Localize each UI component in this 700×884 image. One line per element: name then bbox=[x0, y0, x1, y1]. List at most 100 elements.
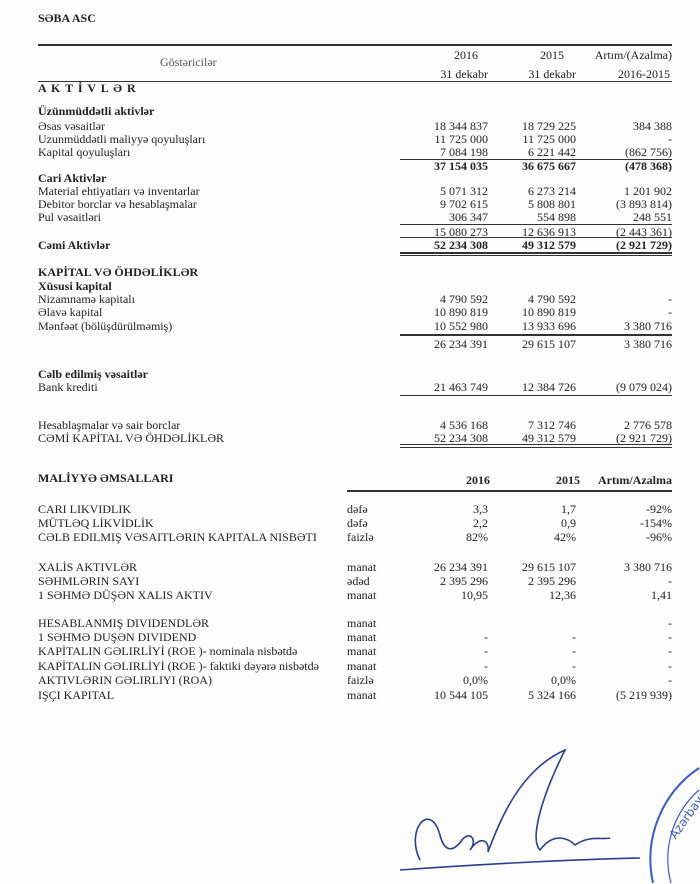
value-2015: 11 725 000 bbox=[522, 132, 576, 146]
value-2015: 12 384 726 bbox=[522, 380, 576, 394]
ratio-label: IŞÇI KAPITAL bbox=[38, 688, 115, 702]
value-2015: 554 898 bbox=[537, 210, 576, 224]
ratios-header-2015: 2015 bbox=[556, 473, 580, 487]
ratio-unit: dəfə bbox=[347, 502, 368, 516]
ratio-2016: - bbox=[484, 644, 488, 658]
value-2015: 4 790 592 bbox=[528, 292, 576, 306]
value-2016: 7 084 198 bbox=[440, 145, 488, 159]
value-2016: 10 552 980 bbox=[434, 319, 488, 333]
value-change: - bbox=[668, 292, 672, 306]
total-rule bbox=[400, 395, 672, 396]
header-change: Artım/(Azalma) bbox=[594, 48, 672, 62]
row-label: CƏMİ KAPİTAL VƏ ÖHDƏLİKLƏR bbox=[38, 431, 225, 445]
value-2016: 52 234 308 bbox=[434, 238, 488, 252]
ratio-2016: 0,0% bbox=[463, 673, 488, 687]
ratio-unit: manat bbox=[347, 644, 377, 658]
ratio-2015: 5 324 166 bbox=[528, 688, 576, 702]
ratio-2015: 42% bbox=[554, 530, 576, 544]
row-label: Üzünmüddətli aktivlər bbox=[38, 104, 155, 118]
value-2016: 9 702 615 bbox=[440, 197, 488, 211]
total-rule bbox=[400, 252, 672, 254]
ratio-label: AKTIVLƏRIN GƏLIRLIYI (ROA) bbox=[38, 673, 212, 687]
value-2016: 4 536 168 bbox=[440, 418, 488, 432]
value-2016: 21 463 749 bbox=[434, 380, 488, 394]
row-label: Cəlb edilmiş vəsaitlər bbox=[38, 367, 148, 381]
ratio-unit: manat bbox=[347, 630, 377, 644]
ratio-change: - bbox=[668, 630, 672, 644]
value-change: 3 380 716 bbox=[624, 319, 672, 333]
ratio-change: -154% bbox=[640, 516, 672, 530]
ratio-unit: manat bbox=[347, 588, 377, 602]
row-label: Hesablaşmalar və sair borclar bbox=[38, 418, 181, 432]
ratio-unit: ədəd bbox=[347, 574, 370, 588]
ratio-label: KAPİTALIN GƏLIRLİYİ (ROE )- faktiki dəyə… bbox=[38, 659, 319, 673]
top-rule bbox=[38, 44, 672, 46]
total-rule bbox=[400, 444, 672, 445]
value-change: - bbox=[668, 132, 672, 146]
ratio-2015: 2 395 296 bbox=[528, 574, 576, 588]
value-2015: 6 221 442 bbox=[528, 145, 576, 159]
value-change: 384 388 bbox=[633, 119, 672, 133]
value-2016: 26 234 391 bbox=[434, 337, 488, 351]
ratio-2016: - bbox=[484, 630, 488, 644]
value-change: (478 368) bbox=[625, 159, 672, 173]
ratios-header-2016: 2016 bbox=[466, 473, 490, 487]
total-rule bbox=[400, 237, 672, 238]
ratio-change: -96% bbox=[646, 530, 672, 544]
row-label: Əlavə kapital bbox=[38, 305, 103, 319]
ratio-2016: 3,3 bbox=[473, 502, 488, 516]
ratio-2015: 12,36 bbox=[549, 588, 576, 602]
ratios-rule bbox=[347, 490, 672, 492]
header-period: 2016-2015 bbox=[618, 67, 670, 81]
header-2015-date: 31 dekabr bbox=[528, 67, 576, 81]
ratio-unit: manat bbox=[347, 688, 377, 702]
ratios-title: MALİYYƏ ƏMSALLARI bbox=[38, 471, 174, 485]
ratio-unit: manat bbox=[347, 659, 377, 673]
row-label: Nizamnamə kapitalı bbox=[38, 292, 135, 306]
value-change: 1 201 902 bbox=[624, 184, 672, 198]
company-name: SƏBA ASC bbox=[38, 11, 96, 25]
header-rule bbox=[38, 81, 672, 82]
row-label: Cari Aktivlər bbox=[38, 171, 107, 185]
value-2015: 29 615 107 bbox=[522, 337, 576, 351]
ratio-unit: manat bbox=[347, 616, 377, 630]
ratio-change: (5 219 939) bbox=[616, 688, 672, 702]
ratio-2015: 1,7 bbox=[561, 502, 576, 516]
value-2015: 13 933 696 bbox=[522, 319, 576, 333]
ratio-2016: 10,95 bbox=[461, 588, 488, 602]
value-2016: 15 080 273 bbox=[434, 225, 488, 239]
signature bbox=[399, 748, 641, 871]
stamp-inner-ring bbox=[667, 789, 700, 884]
total-rule bbox=[400, 255, 672, 256]
ratio-2016: - bbox=[484, 659, 488, 673]
ratio-change: 1,41 bbox=[651, 588, 672, 602]
row-label: KAPİTAL VƏ ÖHDƏLİKLƏR bbox=[38, 265, 199, 279]
value-change: 2 776 578 bbox=[624, 418, 672, 432]
value-2015: 12 636 913 bbox=[522, 225, 576, 239]
row-label: A K T İ V L Ə R bbox=[38, 81, 137, 95]
row-label: Bank krediti bbox=[38, 380, 98, 394]
ratio-2015: 29 615 107 bbox=[522, 560, 576, 574]
ratios-header-change: Artım/Azalma bbox=[598, 473, 672, 487]
ratio-change: - bbox=[668, 659, 672, 673]
ratio-change: - bbox=[668, 673, 672, 687]
stamp bbox=[649, 767, 700, 884]
value-change: (2 443 361) bbox=[616, 225, 672, 239]
value-2015: 10 890 819 bbox=[522, 305, 576, 319]
row-label: Debitor borclar və hesablaşmalar bbox=[38, 197, 197, 211]
value-2015: 5 808 801 bbox=[528, 197, 576, 211]
ratio-label: 1 SƏHMƏ DÜŞƏN XALIS AKTIV bbox=[38, 588, 213, 602]
header-2015: 2015 bbox=[540, 48, 564, 62]
total-rule bbox=[400, 334, 672, 336]
ratio-label: SƏHMLƏRIN SAYI bbox=[38, 574, 140, 588]
value-2016: 4 790 592 bbox=[440, 292, 488, 306]
ratio-2016: 10 544 105 bbox=[434, 688, 488, 702]
row-label: Pul vəsaitləri bbox=[38, 210, 101, 224]
ratio-2015: - bbox=[572, 644, 576, 658]
ratio-change: -92% bbox=[646, 502, 672, 516]
total-rule bbox=[400, 159, 672, 160]
ratio-label: HESABLANMIŞ DIVIDENDLƏR bbox=[38, 616, 209, 630]
row-label: Kapital qoyuluşları bbox=[38, 145, 131, 159]
value-change: (9 079 024) bbox=[616, 380, 672, 394]
